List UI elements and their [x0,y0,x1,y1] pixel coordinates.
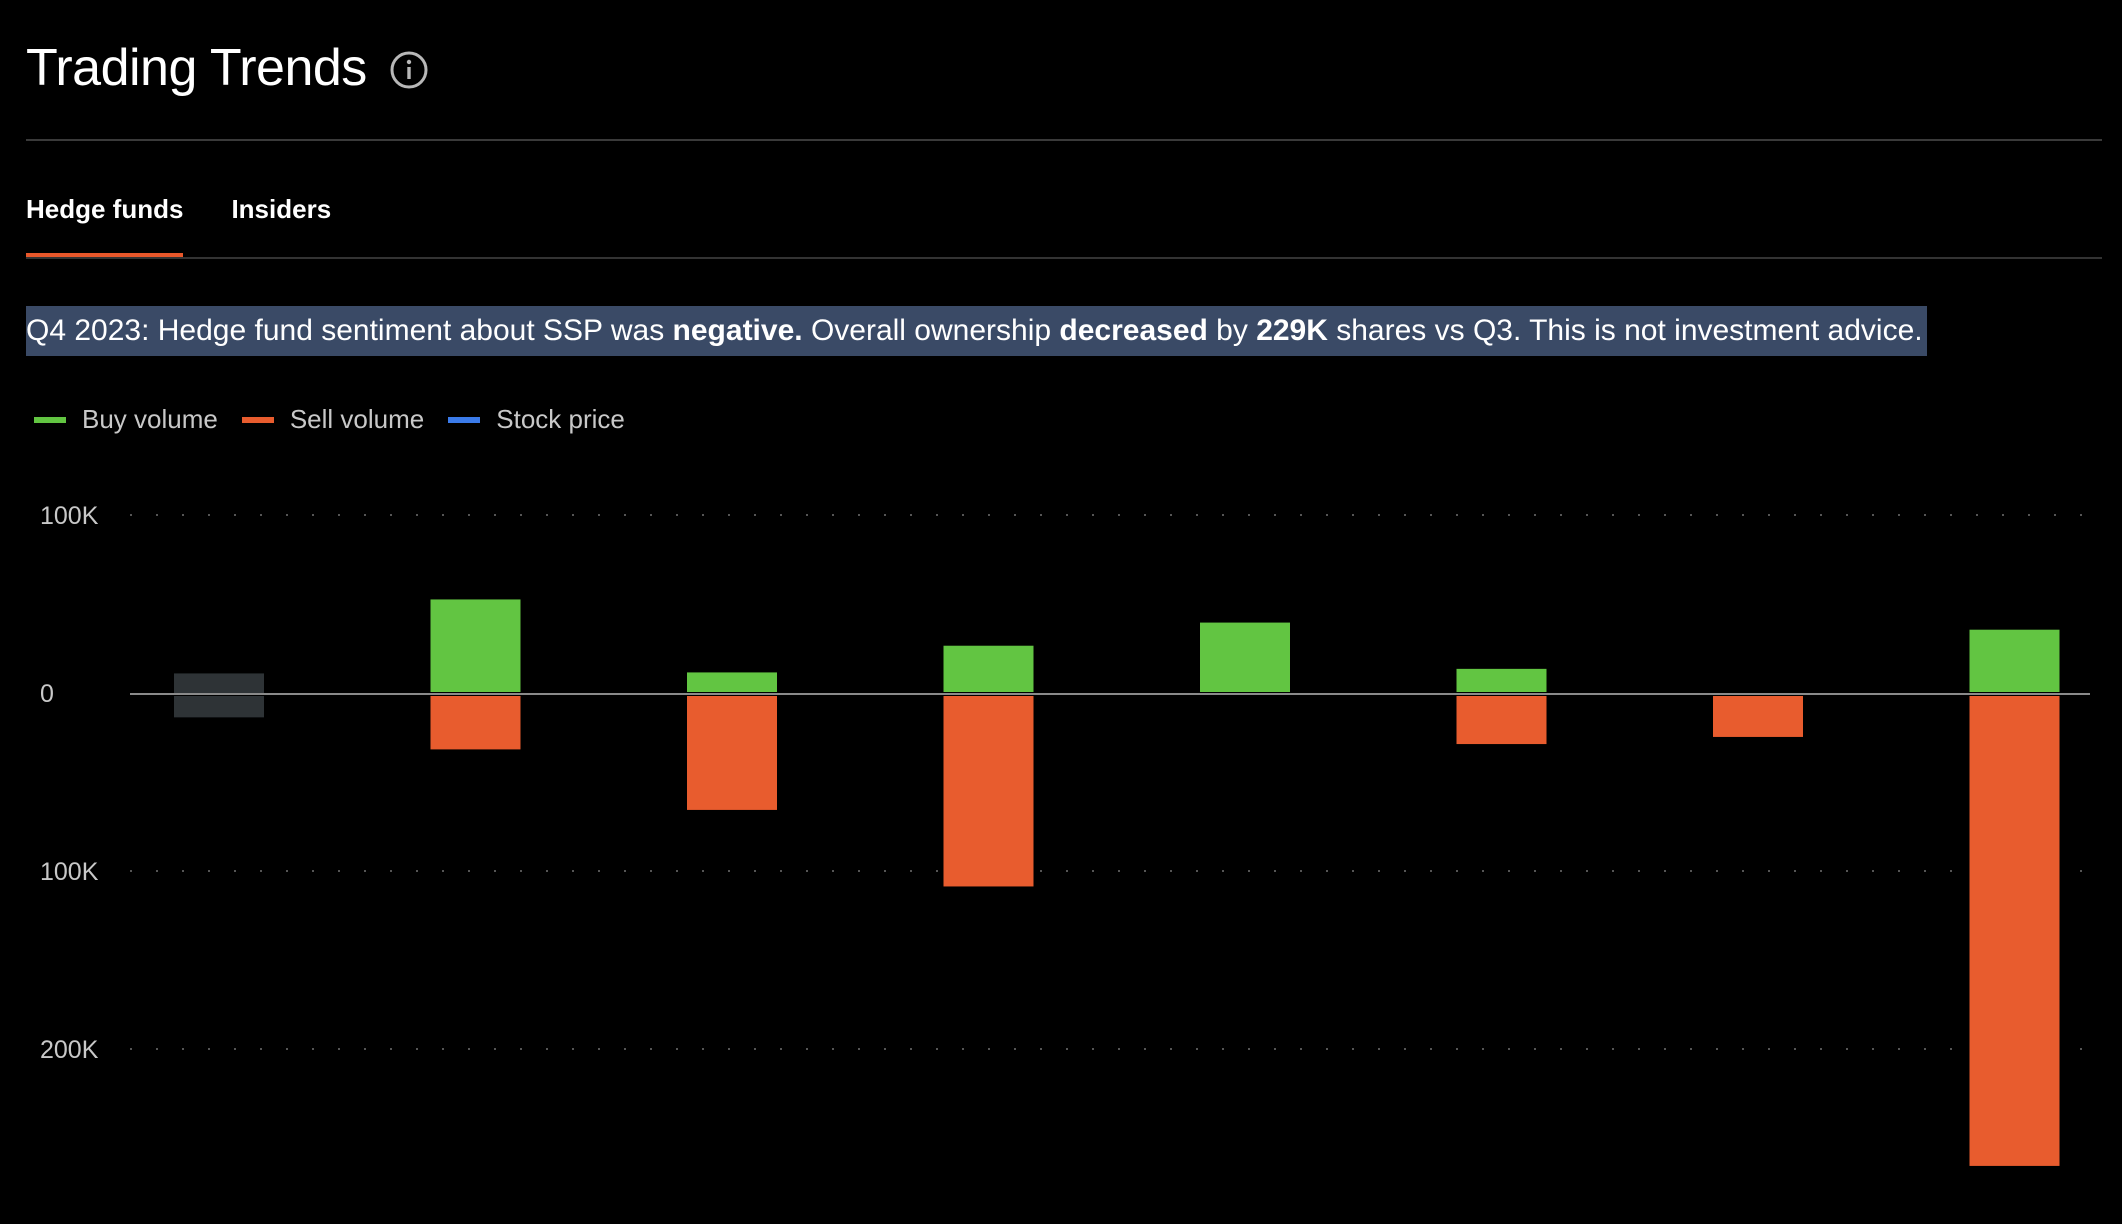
sell-volume-bar[interactable] [1969,696,2060,1166]
sentiment-summary: Q4 2023: Hedge fund sentiment about SSP … [26,306,1927,356]
legend-swatch-price [448,416,481,423]
tab-insiders[interactable]: Insiders [231,194,332,224]
summary-by: by [1207,314,1257,347]
buy-volume-bar[interactable] [430,599,521,692]
sell-volume-bar[interactable] [943,696,1034,887]
legend-label-price: Stock price [496,404,625,434]
sell-volume-bar[interactable] [1713,696,1803,737]
y-tick-label: 0 [40,680,54,708]
buy-volume-bar[interactable] [1456,668,1547,692]
buy-volume-bar[interactable] [687,672,777,692]
summary-suffix: shares vs Q3. This is not investment adv… [1327,314,1923,347]
buy-volume-bar[interactable] [1200,622,1290,692]
summary-prefix: Q4 2023: Hedge fund sentiment about SSP … [26,314,673,347]
sell-volume-bar[interactable] [174,696,264,718]
legend-swatch-buy [34,416,66,423]
y-tick-label: 100K [40,858,99,886]
legend-label-sell: Sell volume [289,404,425,434]
header-divider [26,139,2102,141]
trading-volume-chart: 100K 0 100K 200K [40,502,2090,1166]
buy-volume-bar[interactable] [1969,629,2060,692]
buy-volume-bar[interactable] [943,645,1034,692]
y-tick-label: 100K [40,502,99,530]
legend-item-stock-price[interactable]: Stock price [448,404,625,435]
sell-volume-bar[interactable] [687,696,777,810]
buy-volume-bar[interactable] [174,673,264,693]
page-title: Trading Trends [26,39,367,97]
chart-legend: Buy volume Sell volume Stock price [34,404,625,435]
legend-swatch-sell [241,416,274,423]
summary-direction: decreased [1059,314,1208,347]
summary-sentiment: negative. [672,314,803,347]
legend-item-sell-volume[interactable]: Sell volume [241,404,425,435]
tab-hedge-funds[interactable]: Hedge funds [26,186,184,258]
summary-middle: Overall ownership [802,314,1060,347]
header: Trading Trends [26,38,429,98]
summary-amount: 229K [1256,314,1328,347]
tabs-divider [26,257,2102,259]
sell-volume-bar[interactable] [1456,696,1547,745]
info-circle-icon[interactable] [389,50,429,90]
y-tick-label: 200K [40,1036,99,1064]
legend-label-buy: Buy volume [82,404,218,434]
tab-bar: Hedge funds Insiders [26,186,331,258]
legend-item-buy-volume[interactable]: Buy volume [34,404,218,435]
sell-volume-bar[interactable] [430,696,521,750]
